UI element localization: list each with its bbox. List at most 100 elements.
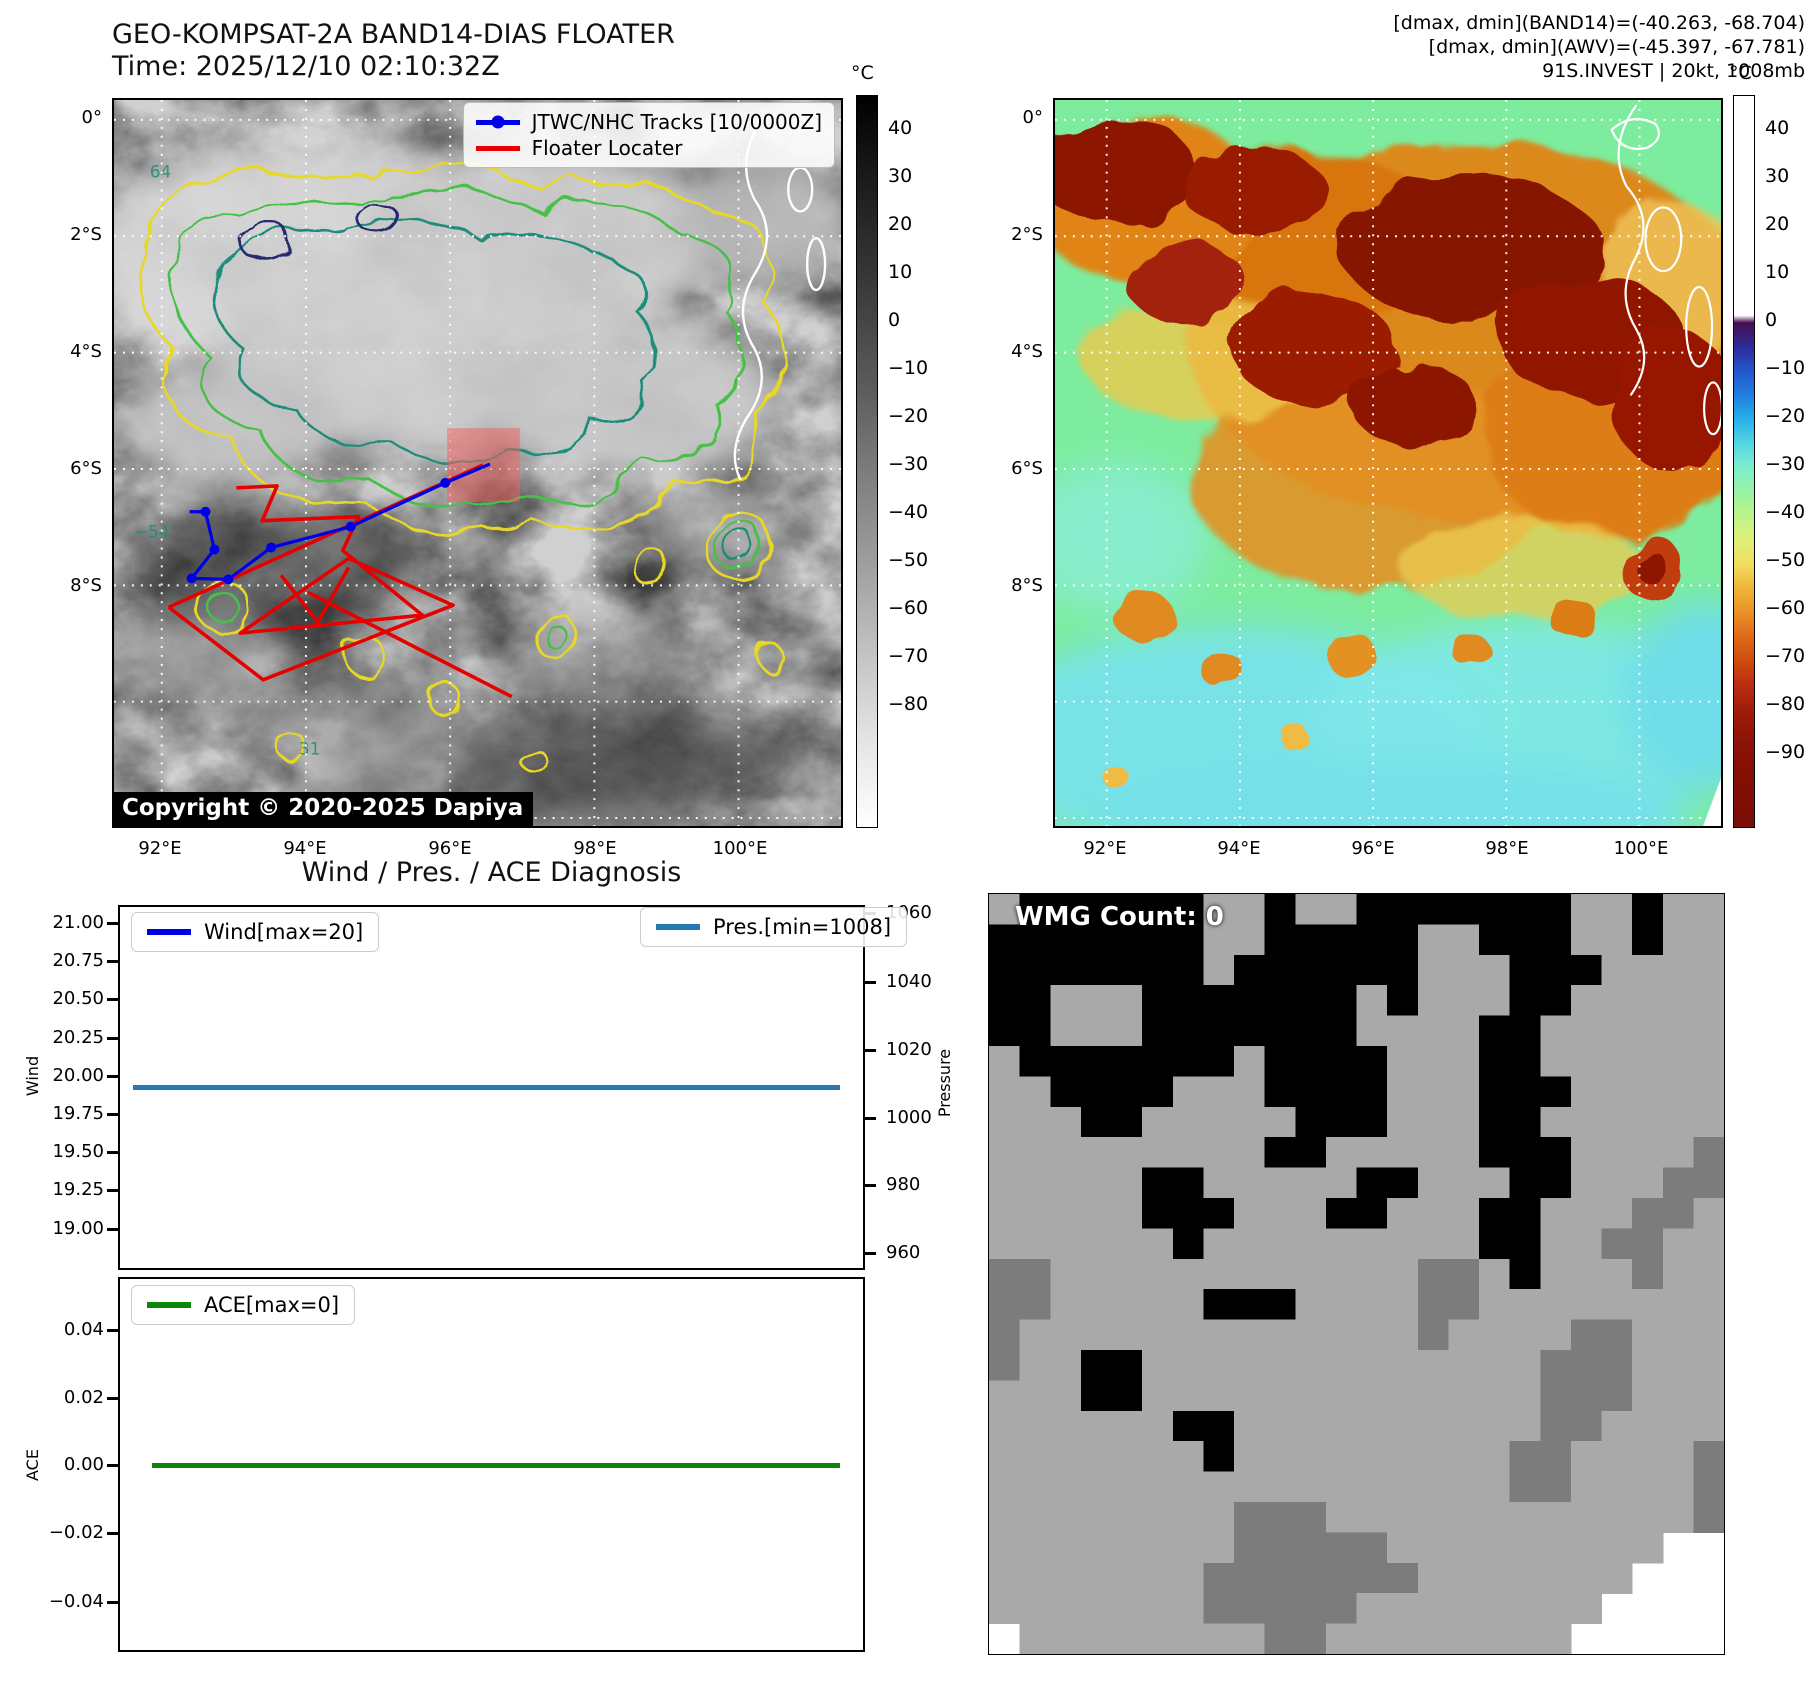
wmg-cell	[1050, 985, 1082, 1017]
band14-colorbar-tick: −10	[888, 357, 929, 379]
wmg-cell	[1203, 1623, 1235, 1654]
wmg-cell	[1234, 1532, 1266, 1564]
wmg-cell	[1325, 1258, 1358, 1290]
wmg-cell	[1632, 1410, 1664, 1442]
pressure-ytick-label: 960	[886, 1242, 921, 1263]
wmg-cell	[1295, 1228, 1327, 1260]
wmg-cell	[1111, 1471, 1143, 1503]
wmg-cell	[989, 1015, 1021, 1047]
wmg-cell	[1080, 1502, 1113, 1534]
wmg-cell	[1019, 1350, 1051, 1382]
wmg-cell	[1295, 1106, 1327, 1138]
ace-series-line	[152, 1463, 840, 1468]
wmg-cell	[1080, 1380, 1113, 1412]
wmg-cell	[1264, 985, 1296, 1017]
wmg-cell	[1662, 1289, 1694, 1321]
wmg-cell	[1172, 1258, 1204, 1290]
wind-ytick-mark	[107, 1228, 118, 1231]
wmg-cell	[1325, 1623, 1358, 1654]
wmg-cell	[1448, 1015, 1480, 1047]
wmg-cell	[1295, 1380, 1327, 1412]
wmg-cell	[1387, 1319, 1419, 1351]
jtwc-track-label: JTWC/NHC Tracks [10/0000Z]	[531, 110, 822, 134]
wmg-cell	[1356, 924, 1388, 956]
awv-lat-tick: 4°S	[1011, 341, 1043, 362]
awv-lat-tick: 6°S	[1011, 458, 1043, 479]
wmg-cell	[1417, 1532, 1449, 1564]
wmg-cell	[1111, 1623, 1143, 1654]
wmg-cell	[1264, 954, 1296, 986]
wmg-cell	[1295, 1562, 1327, 1594]
wmg-cell	[1356, 1198, 1388, 1230]
wmg-cell	[1479, 1046, 1511, 1078]
band14-colorbar-tick: −80	[888, 693, 929, 715]
wmg-cell	[1356, 1167, 1388, 1199]
wmg-cell	[1172, 985, 1204, 1017]
wmg-cell	[1264, 1258, 1296, 1290]
wmg-cell	[1570, 1258, 1603, 1290]
wmg-cell	[1479, 894, 1511, 926]
wmg-cell	[1356, 1532, 1388, 1564]
wmg-cell	[1570, 1532, 1603, 1564]
wmg-cell	[1111, 1380, 1143, 1412]
wmg-cell	[1142, 1015, 1174, 1047]
wmg-cell	[1601, 1198, 1633, 1230]
wmg-cell	[1479, 1380, 1511, 1412]
wmg-cell	[1080, 1137, 1113, 1169]
wmg-cell	[1325, 1593, 1358, 1625]
legend-row-jtwc: JTWC/NHC Tracks [10/0000Z]	[475, 109, 822, 135]
wmg-cell	[1387, 1258, 1419, 1290]
wmg-cell	[1080, 1076, 1113, 1108]
wmg-cell	[1080, 1441, 1113, 1473]
wmg-cell	[1387, 1198, 1419, 1230]
wmg-cell	[1172, 954, 1204, 986]
wmg-cell	[1479, 1623, 1511, 1654]
wmg-cell	[1019, 1015, 1051, 1047]
wmg-cell	[1632, 1471, 1664, 1503]
wmg-cell	[1448, 1471, 1480, 1503]
pressure-ytick-mark	[865, 981, 876, 984]
wind-ytick-mark	[107, 922, 118, 925]
wmg-cell	[1356, 1562, 1388, 1594]
wmg-cell	[989, 1350, 1021, 1382]
wmg-cell	[1050, 1593, 1082, 1625]
band14-lat-tick: 0°	[81, 107, 102, 128]
wmg-cell	[1203, 1076, 1235, 1108]
wmg-cell	[1601, 1441, 1633, 1473]
wmg-cell	[1387, 1502, 1419, 1534]
wmg-cell	[1448, 1289, 1480, 1321]
pressure-ytick-mark	[865, 1252, 876, 1255]
wmg-cell	[1234, 985, 1266, 1017]
awv-colorbar-tick: −70	[1765, 645, 1806, 667]
wmg-cell	[1234, 1593, 1266, 1625]
copyright-banner: Copyright © 2020-2025 Dapiya	[114, 792, 534, 826]
wmg-cell	[1601, 954, 1633, 986]
wmg-cell	[1111, 1015, 1143, 1047]
wmg-cell	[1570, 1228, 1603, 1260]
wmg-cell	[1203, 1502, 1235, 1534]
wmg-cell	[1172, 1167, 1204, 1199]
wmg-cell	[1448, 985, 1480, 1017]
wmg-cell	[1693, 1380, 1724, 1412]
awv-colorbar-tick: −40	[1765, 501, 1806, 523]
band14-colorbar-tick: 30	[888, 165, 913, 187]
wmg-cell	[1295, 1289, 1327, 1321]
wmg-cell	[1234, 1228, 1266, 1260]
wmg-cell	[1142, 1502, 1174, 1534]
wmg-cell	[1570, 1593, 1603, 1625]
wmg-cell	[989, 1046, 1021, 1078]
awv-colorbar-tick: 40	[1765, 117, 1790, 139]
awv-lon-tick: 100°E	[1613, 838, 1669, 859]
wmg-cell	[1050, 924, 1082, 956]
awv-colorbar-unit: °C	[1729, 62, 1752, 84]
wmg-cell	[1632, 1289, 1664, 1321]
wmg-cell	[1601, 1046, 1633, 1078]
wmg-cell	[1295, 1350, 1327, 1382]
wmg-cell	[1080, 985, 1113, 1017]
floater-region-highlight	[447, 428, 520, 502]
wmg-cell	[1295, 924, 1327, 956]
wmg-cell	[989, 894, 1021, 926]
wmg-cell	[1632, 1015, 1664, 1047]
jtwc-track-swatch	[475, 115, 520, 129]
wmg-cell	[1448, 1593, 1480, 1625]
